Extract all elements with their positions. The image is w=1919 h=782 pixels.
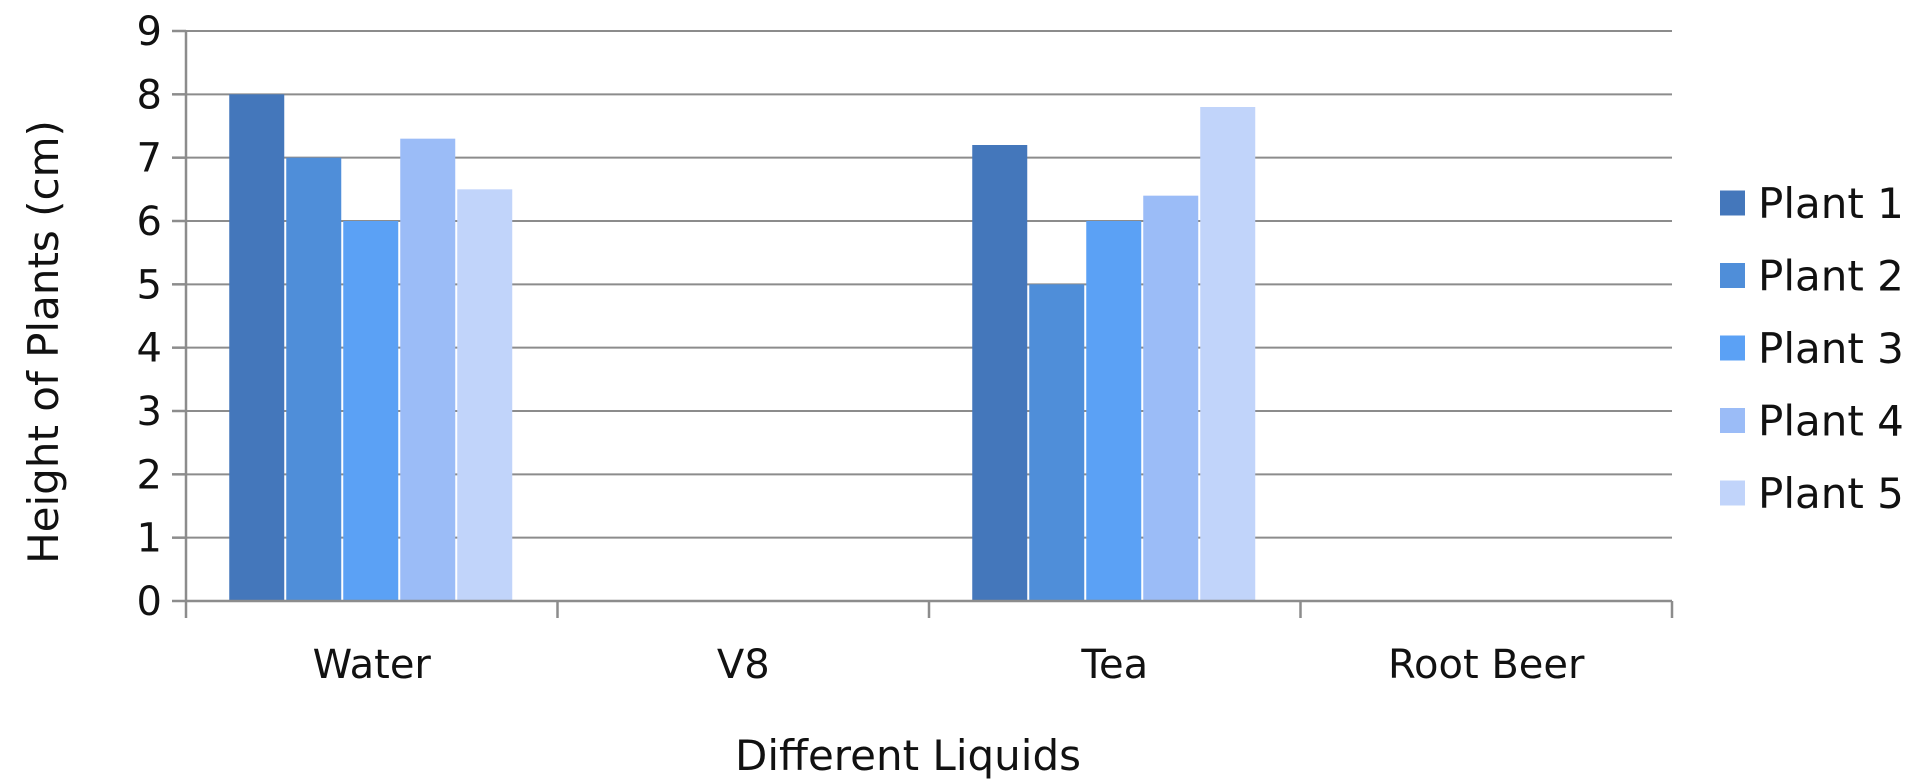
bars	[229, 94, 1256, 602]
bar	[229, 94, 285, 601]
x-tick-label: Root Beer	[1388, 642, 1585, 688]
y-tick-label: 0	[137, 579, 162, 625]
legend-swatch	[1720, 408, 1745, 433]
bar	[1200, 107, 1256, 601]
y-tick-labels: 0 1 2 3 4 5 6 7 8 9	[137, 9, 162, 625]
x-tick-label: Water	[313, 642, 432, 688]
bar	[286, 157, 342, 601]
y-tick-label: 6	[137, 199, 162, 245]
y-tick-label: 3	[137, 389, 162, 435]
bar	[1143, 195, 1199, 601]
x-tick-label: Tea	[1080, 642, 1148, 688]
legend-label: Plant 4	[1758, 397, 1904, 446]
x-tick-labels: Water V8 Tea Root Beer	[313, 642, 1585, 688]
legend-swatch	[1720, 480, 1745, 506]
bar	[400, 138, 456, 601]
axes	[172, 29, 1674, 618]
y-tick-label: 2	[137, 452, 162, 498]
bar	[343, 221, 399, 601]
legend-label: Plant 2	[1758, 252, 1904, 301]
bar	[1029, 284, 1085, 601]
x-tick-label: V8	[717, 642, 770, 688]
bar	[457, 189, 513, 602]
y-tick-label: 9	[137, 9, 162, 55]
bar	[972, 145, 1028, 601]
x-axis-title: Different Liquids	[735, 731, 1081, 780]
y-tick-label: 4	[137, 326, 162, 372]
legend-label: Plant 1	[1758, 179, 1904, 228]
legend-swatch	[1720, 263, 1745, 288]
legend: Plant 1 Plant 2 Plant 3 Plant 4 Plant 5	[1720, 179, 1904, 518]
y-tick-label: 8	[137, 72, 162, 118]
bar	[1086, 221, 1142, 601]
legend-swatch	[1720, 335, 1745, 361]
y-axis-title: Height of Plants (cm)	[19, 120, 68, 564]
legend-label: Plant 5	[1758, 469, 1904, 518]
legend-swatch	[1720, 190, 1745, 216]
y-tick-label: 1	[137, 516, 162, 562]
legend-label: Plant 3	[1758, 324, 1904, 373]
y-tick-label: 7	[137, 136, 162, 182]
y-tick-label: 5	[137, 262, 162, 308]
